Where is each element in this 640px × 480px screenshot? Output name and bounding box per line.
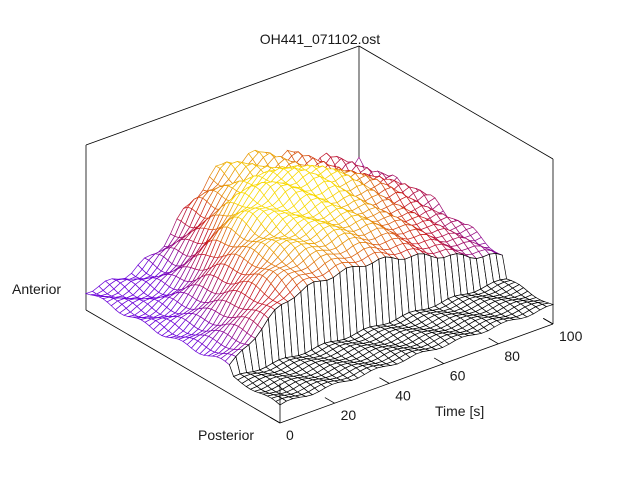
x-tick-label: 60 — [450, 368, 466, 384]
box-edge — [279, 323, 554, 424]
surface-cell — [541, 302, 555, 307]
x-tick-mark — [488, 337, 499, 345]
plot-box-front — [85, 159, 554, 424]
surface-mesh — [84, 149, 555, 406]
x-tick-label: 20 — [341, 407, 357, 423]
x-axis-ticks: 0 20 40 60 80 100 — [270, 318, 583, 443]
x-tick-mark — [270, 417, 281, 424]
x-axis-label: Time [s] — [435, 403, 484, 419]
y-axis-label-posterior: Posterior — [198, 427, 254, 443]
x-tick-label: 0 — [286, 427, 294, 443]
x-tick-mark — [324, 397, 335, 404]
x-tick-label: 100 — [559, 328, 583, 344]
box-edge — [85, 45, 360, 146]
box-edge — [358, 45, 554, 160]
x-tick-mark — [433, 357, 445, 364]
x-tick-label: 40 — [395, 387, 411, 403]
box-edge — [85, 309, 281, 424]
x-tick-mark — [543, 318, 554, 325]
x-tick-label: 80 — [504, 348, 520, 364]
y-axis-label-anterior: Anterior — [12, 281, 61, 297]
chart-title: OH441_071102.ost — [260, 31, 380, 47]
plot-box-back — [85, 45, 554, 310]
x-tick-mark — [379, 377, 390, 384]
